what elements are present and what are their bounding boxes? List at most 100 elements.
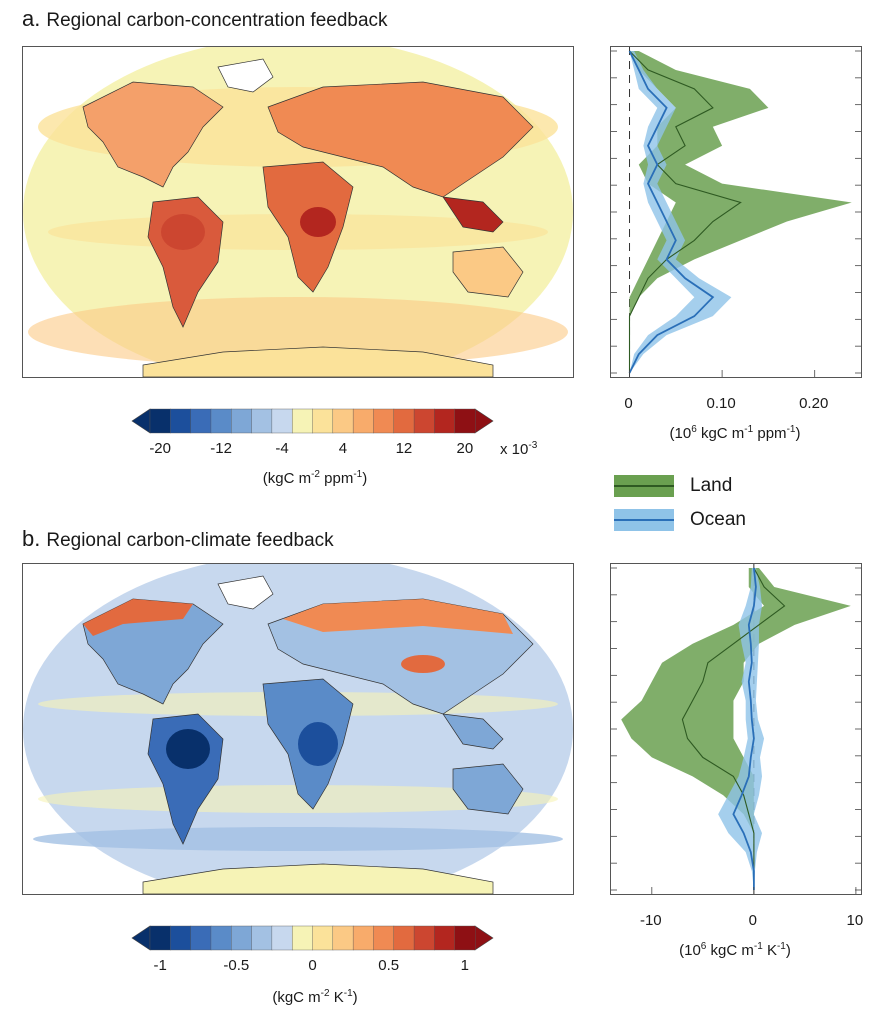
legend-ocean: Ocean	[614, 509, 746, 531]
colorbar-b-swatch-12	[393, 925, 415, 951]
panel-a-profile-unit: (106 kgC m-1 ppm-1)	[669, 424, 801, 442]
colorbar-b-tick-label: -1	[153, 957, 166, 974]
colorbar-a-tick-label: 4	[339, 440, 347, 457]
panel-b-profile-svg	[611, 564, 861, 894]
panel-a-amazon-hotspot	[161, 214, 205, 250]
panel-b-southern-ocean-band	[33, 827, 563, 851]
panel-a-greenland	[217, 58, 274, 93]
panel-b-letter: b.	[22, 526, 41, 551]
colorbar-b-swatch-11	[373, 925, 395, 951]
legend-ocean-swatch	[614, 509, 674, 531]
colorbar-b-tick-label: 0.5	[378, 957, 399, 974]
panel-b-southeast-asia	[442, 713, 504, 750]
panel-b-north-america-arctic	[83, 599, 193, 636]
colorbar-a-tick-label: -12	[210, 440, 232, 457]
panel-b-colorbar: -1 -0.5 0 0.5 1	[131, 925, 494, 974]
colorbar-a-tick-label: 20	[457, 440, 474, 457]
colorbar-a-swatch-12	[393, 408, 415, 434]
panel-a-congo-hotspot	[300, 207, 336, 237]
colorbar-a-swatch-11	[373, 408, 395, 434]
colorbar-b-swatch-6	[271, 925, 293, 951]
panel-b-antarctica	[142, 863, 494, 894]
profile-a-xtick-label: 0	[624, 395, 632, 412]
panel-a-map-svg	[23, 47, 573, 377]
panel-b-australia	[452, 763, 524, 815]
profile-a-xtick-label: 0.20	[799, 395, 828, 412]
panel-a-colorbar: -20 -12 -4 4 12 20	[131, 408, 494, 457]
panel-a-south-ocean-band	[28, 297, 568, 367]
panel-a-map	[22, 46, 574, 378]
panel-b-greenland	[217, 575, 274, 610]
colorbar-b-tick-label: 0	[308, 957, 316, 974]
colorbar-b-swatch-5	[251, 925, 273, 951]
panel-a-colorbar-unit: (kgC m-2 ppm-1)	[262, 469, 368, 487]
panel-a-title: a. Regional carbon-concentration feedback	[22, 6, 388, 32]
colorbar-b-swatch-15	[454, 925, 476, 951]
colorbar-a-swatch-13	[413, 408, 435, 434]
colorbar-a-tick-label: -20	[149, 440, 171, 457]
colorbar-a-swatch-3	[210, 408, 232, 434]
profile-b-ocean-mean-line	[732, 567, 757, 890]
colorbar-b-tick-label: 1	[461, 957, 469, 974]
panel-a-profile	[610, 46, 862, 378]
panel-b-map	[22, 563, 574, 895]
profile-a-land-mean-line	[628, 50, 742, 373]
colorbar-a-swatch-0	[149, 408, 171, 434]
colorbar-b-swatch-9	[332, 925, 354, 951]
panel-a-north-america	[82, 81, 224, 188]
colorbar-b-swatch-0	[149, 925, 171, 951]
colorbar-a-tick-label: 12	[396, 440, 413, 457]
panel-b-colorbar-unit: (kgC m-2 K-1)	[272, 988, 358, 1006]
colorbar-b-swatch-2	[190, 925, 212, 951]
profile-b-xtick-label: -10	[640, 912, 662, 929]
colorbar-a-swatch-1	[170, 408, 192, 434]
profile-a-land-range	[629, 51, 852, 373]
colorbar-b-swatch-4	[231, 925, 253, 951]
profile-b-xtick-label: 10	[847, 912, 864, 929]
panel-b-profile-ticklabels: -10 0 10	[640, 912, 864, 929]
panel-a-letter: a.	[22, 6, 41, 31]
panel-a-antarctica	[142, 346, 494, 377]
colorbar-b-tick-label: -0.5	[223, 957, 249, 974]
colorbar-a-arrow-min	[131, 408, 151, 434]
panel-b-tibet-hotspot	[401, 655, 445, 673]
legend-land-swatch	[614, 475, 674, 497]
panel-a-title-text: Regional carbon-concentration feedback	[46, 10, 388, 31]
colorbar-b-swatch-3	[210, 925, 232, 951]
colorbar-a-swatch-8	[312, 408, 334, 434]
colorbar-a-tick-label: -4	[275, 440, 288, 457]
colorbar-b-swatch-14	[434, 925, 456, 951]
colorbar-b-swatch-13	[413, 925, 435, 951]
colorbar-a-swatch-9	[332, 408, 354, 434]
profile-b-ocean-range	[718, 568, 765, 890]
panel-b-africa-hotspot	[298, 722, 338, 766]
legend-ocean-label: Ocean	[690, 509, 746, 530]
legend-land-label: Land	[690, 475, 733, 496]
colorbar-a-swatch-5	[251, 408, 273, 434]
colorbar-b-swatch-10	[352, 925, 374, 951]
colorbar-a-swatch-4	[231, 408, 253, 434]
profile-b-land-range	[621, 568, 851, 890]
colorbar-a-swatch-2	[190, 408, 212, 434]
colorbar-a-arrow-max	[474, 408, 494, 434]
panel-a-australia	[452, 246, 524, 298]
panel-b-eurasia-arctic	[283, 599, 513, 634]
colorbar-b-arrow-min	[131, 925, 151, 951]
profile-a-ocean-mean-line	[628, 50, 715, 374]
colorbar-a-swatch-7	[291, 408, 313, 434]
panel-b-amazon-hotspot	[166, 729, 210, 769]
panel-b-profile	[610, 563, 862, 895]
panel-b-map-svg	[23, 564, 573, 894]
panel-a-profile-svg	[611, 47, 861, 377]
panel-a-southeast-asia	[442, 196, 504, 233]
panel-a-eurasia	[267, 81, 534, 198]
panel-b-profile-unit: (106 kgC m-1 K-1)	[679, 941, 791, 959]
colorbar-a-swatch-6	[271, 408, 293, 434]
profile-b-xtick-label: 0	[749, 912, 757, 929]
legend-land: Land	[614, 475, 732, 497]
panel-a-colorbar-multiplier: x 10-3	[500, 440, 538, 458]
panel-b-title: b. Regional carbon-climate feedback	[22, 526, 334, 552]
colorbar-a-swatch-14	[434, 408, 456, 434]
colorbar-a-swatch-10	[352, 408, 374, 434]
colorbar-b-swatch-1	[170, 925, 192, 951]
